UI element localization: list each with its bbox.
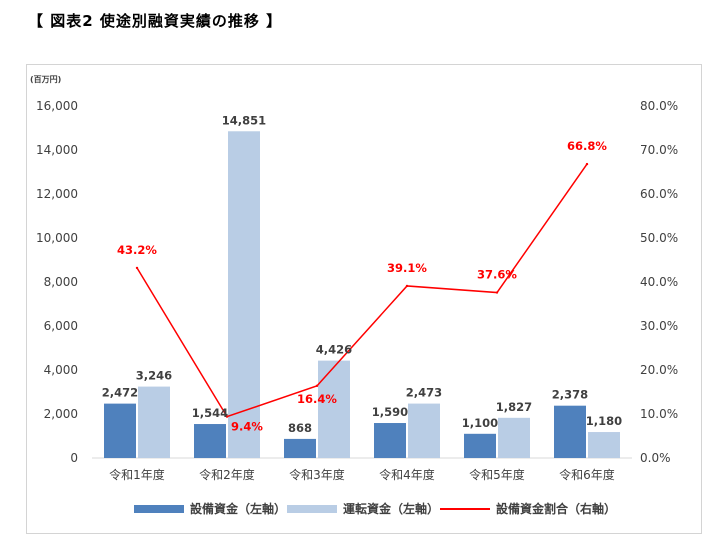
legend-swatch — [287, 505, 337, 513]
y-right-tick-label: 70.0% — [640, 143, 678, 157]
bar-value-label: 868 — [288, 421, 312, 435]
y-right-tick-label: 40.0% — [640, 275, 678, 289]
ratio-value-label: 66.8% — [567, 139, 607, 153]
y-left-tick-label: 16,000 — [36, 99, 78, 113]
ratio-value-label: 37.6% — [477, 268, 517, 282]
ratio-value-label: 9.4% — [231, 420, 263, 434]
y-right-tick-label: 30.0% — [640, 319, 678, 333]
data-labels: 2,472 1,544 868 1,590 1,100 2,378 3,246 14,851 4… — [102, 113, 622, 435]
y-left-tick-label: 14,000 — [36, 143, 78, 157]
x-tick-label: 令和6年度 — [559, 467, 615, 482]
legend-label: 設備資金割合（右軸） — [496, 501, 616, 516]
bar-value-label: 3,246 — [136, 369, 172, 383]
bars — [104, 131, 620, 458]
bar-value-label: 2,378 — [552, 388, 588, 402]
ratio-point — [585, 162, 589, 166]
chart-frame — [26, 64, 702, 534]
ratio-point — [135, 266, 139, 270]
bar-2 — [498, 417, 530, 458]
bar-2 — [588, 432, 620, 458]
x-tick-label: 令和4年度 — [379, 467, 435, 482]
y-left-tick-label: 12,000 — [36, 187, 78, 201]
bar-value-label: 1,180 — [586, 414, 622, 428]
bar-1 — [464, 433, 496, 458]
bar-2 — [408, 403, 440, 458]
line-series — [135, 162, 589, 418]
bar-value-label: 14,851 — [222, 113, 266, 127]
bar-1 — [104, 403, 136, 458]
y-right-tick-label: 50.0% — [640, 231, 678, 245]
bar-value-label: 1,590 — [372, 405, 408, 419]
y-right-tick-label: 80.0% — [640, 99, 678, 113]
x-tick-label: 令和1年度 — [109, 467, 165, 482]
y-left-tick-label: 0 — [70, 451, 78, 465]
bar-value-label: 4,426 — [316, 343, 352, 357]
x-tick-label: 令和3年度 — [289, 467, 345, 482]
bar-value-label: 1,100 — [462, 416, 498, 430]
bar-value-label: 1,827 — [496, 400, 532, 414]
bar-1 — [374, 423, 406, 458]
bar-value-label: 2,472 — [102, 386, 138, 400]
bar-value-label: 1,544 — [192, 406, 228, 420]
ratio-line — [136, 163, 588, 418]
y-left-tick-label: 4,000 — [44, 363, 78, 377]
ratio-point — [405, 284, 409, 288]
bar-1 — [194, 424, 226, 458]
ratio-point — [225, 415, 229, 418]
axes: 0 2,000 4,000 6,000 8,000 10,000 12,000 14,000 1… — [36, 99, 678, 482]
chart-heading: 【 図表2 使途別融資実績の推移 】 — [28, 12, 283, 30]
ratio-point — [315, 384, 319, 388]
bar-2 — [138, 386, 170, 458]
y-left-tick-label: 8,000 — [44, 275, 78, 289]
ratio-value-label: 39.1% — [387, 261, 427, 275]
bar-2 — [228, 131, 260, 458]
bar-1 — [554, 405, 586, 458]
x-tick-label: 令和5年度 — [469, 467, 525, 482]
y-right-tick-label: 20.0% — [640, 363, 678, 377]
bar-2 — [318, 360, 350, 458]
ratio-value-label: 16.4% — [297, 392, 337, 406]
legend-label: 設備資金（左軸） — [190, 501, 286, 516]
bar-value-label: 2,473 — [406, 386, 442, 400]
y-left-tick-label: 6,000 — [44, 319, 78, 333]
y-left-tick-label: 10,000 — [36, 231, 78, 245]
bar-1 — [284, 438, 316, 458]
y-left-tick-label: 2,000 — [44, 407, 78, 421]
unit-label: (百万円) — [30, 75, 61, 84]
y-right-tick-label: 0.0% — [640, 451, 671, 465]
legend-label: 運転資金（左軸） — [343, 501, 439, 516]
y-right-tick-label: 10.0% — [640, 407, 678, 421]
legend-swatch — [134, 505, 184, 513]
x-tick-label: 令和2年度 — [199, 467, 255, 482]
y-right-tick-label: 60.0% — [640, 187, 678, 201]
ratio-value-label: 43.2% — [117, 243, 157, 257]
legend: 設備資金（左軸） 運転資金（左軸） 設備資金割合（右軸） — [134, 501, 616, 516]
ratio-point — [495, 291, 499, 294]
